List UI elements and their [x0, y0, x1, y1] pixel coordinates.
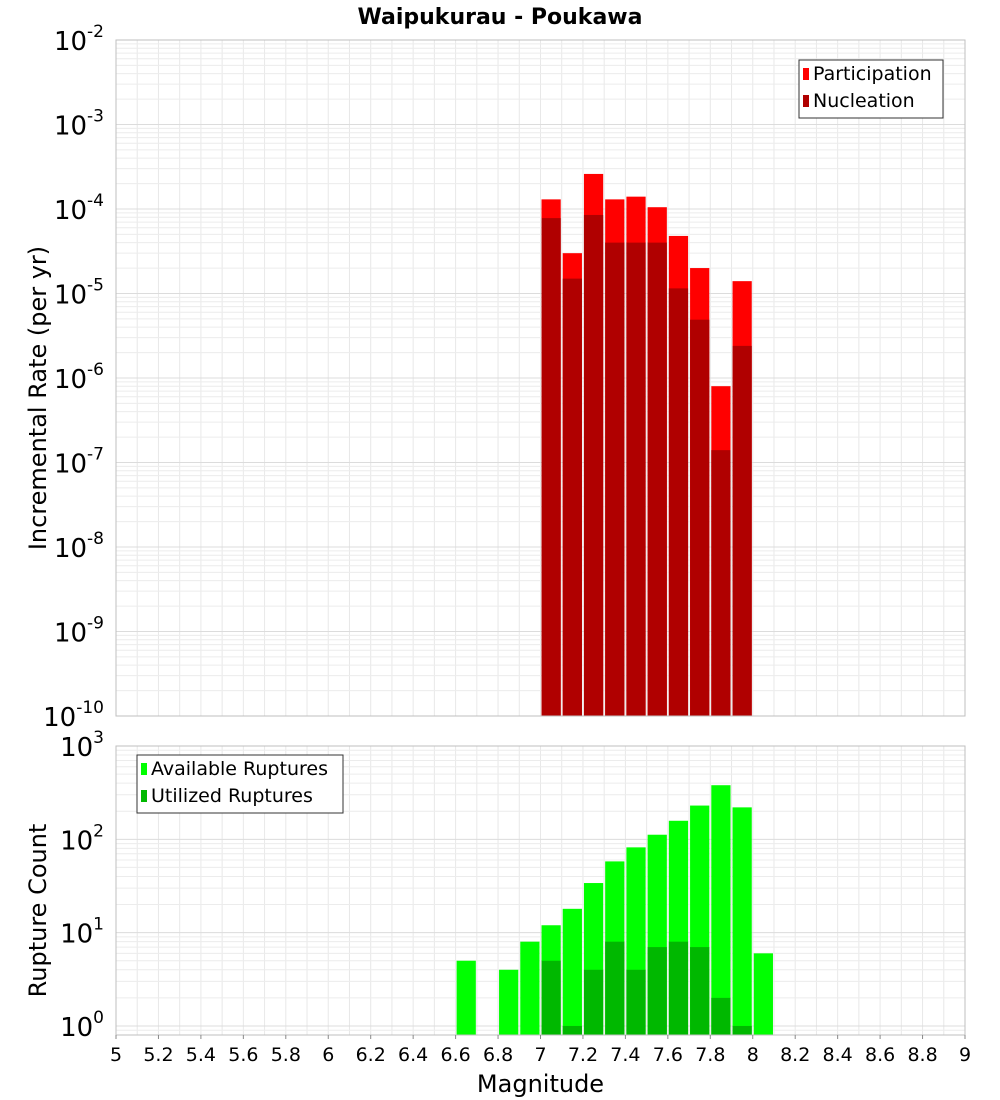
legend-label: Utilized Ruptures: [151, 785, 313, 807]
x-tick-label: 5.2: [143, 1044, 173, 1066]
legend-box: [798, 59, 944, 119]
x-tick-label: 7.6: [653, 1044, 683, 1066]
legend-swatch: [141, 763, 147, 775]
bar-nucleation: [711, 450, 731, 716]
bar-utilized-ruptures: [690, 947, 710, 1035]
x-tick-label: 7.4: [610, 1044, 640, 1066]
x-tick-label: 7.2: [568, 1044, 598, 1066]
bar-available-ruptures: [520, 941, 540, 1035]
legend-label: Available Ruptures: [151, 758, 328, 780]
x-tick-label: 8.2: [780, 1044, 810, 1066]
bar-available-ruptures: [753, 953, 773, 1035]
x-tick-label: 8.6: [865, 1044, 895, 1066]
bar-nucleation: [541, 218, 561, 716]
x-axis-label: Magnitude: [477, 1070, 604, 1098]
x-tick-label: 7: [534, 1044, 546, 1066]
y-tick-label: 10-4: [54, 191, 104, 226]
chart-title: Waipukurau - Poukawa: [358, 5, 643, 30]
x-tick-label: 7.8: [695, 1044, 725, 1066]
y-tick-label: 103: [60, 728, 104, 763]
x-tick-label: 6: [322, 1044, 334, 1066]
bar-utilized-ruptures: [711, 997, 731, 1035]
bar-available-ruptures: [562, 908, 582, 1035]
plot-border: [115, 39, 966, 717]
legend-label: Nucleation: [813, 90, 915, 112]
y-tick-label: 10-6: [54, 360, 104, 395]
legend-swatch: [141, 790, 147, 802]
bar-nucleation: [583, 214, 604, 716]
legend-swatch: [803, 95, 809, 107]
bar-nucleation: [690, 319, 710, 716]
bar-utilized-ruptures: [562, 1025, 582, 1035]
bar-nucleation: [647, 242, 667, 717]
x-tick-label: 6.6: [440, 1044, 470, 1066]
bar-nucleation: [605, 242, 625, 717]
y-tick-label: 100: [60, 1008, 104, 1043]
legend-label: Participation: [813, 63, 932, 85]
x-tick-label: 6.4: [398, 1044, 428, 1066]
y-tick-label: 10-3: [54, 107, 104, 142]
bar-utilized-ruptures: [647, 947, 667, 1035]
y-axis-label: Incremental Rate (per yr): [24, 246, 52, 550]
y-tick-label: 10-9: [54, 614, 104, 649]
bar-nucleation: [668, 288, 689, 716]
bar-available-ruptures: [711, 785, 731, 1035]
bar-available-ruptures: [732, 807, 752, 1035]
x-tick-label: 5.4: [186, 1044, 216, 1066]
x-tick-label: 8.4: [823, 1044, 853, 1066]
y-tick-label: 10-7: [54, 445, 104, 480]
bar-utilized-ruptures: [583, 969, 604, 1035]
bar-nucleation: [732, 345, 752, 716]
bar-available-ruptures: [499, 969, 519, 1035]
y-tick-label: 101: [60, 915, 104, 950]
bar-available-ruptures: [456, 960, 476, 1035]
bar-utilized-ruptures: [605, 941, 625, 1035]
bar-utilized-ruptures: [668, 941, 689, 1035]
y-tick-label: 102: [60, 821, 104, 856]
bar-utilized-ruptures: [732, 1025, 752, 1035]
x-tick-label: 5: [110, 1044, 122, 1066]
x-tick-label: 5.6: [228, 1044, 258, 1066]
x-tick-label: 9: [959, 1044, 971, 1066]
bar-nucleation: [626, 242, 646, 717]
x-tick-label: 6.2: [356, 1044, 386, 1066]
legend-box: [136, 754, 344, 814]
y-tick-label: 10-5: [54, 276, 104, 311]
y-tick-label: 10-2: [54, 22, 104, 57]
x-tick-label: 8.8: [907, 1044, 937, 1066]
x-tick-label: 8: [747, 1044, 759, 1066]
x-tick-label: 6.8: [483, 1044, 513, 1066]
bar-nucleation: [562, 278, 582, 716]
x-tick-label: 5.8: [271, 1044, 301, 1066]
y-axis-label: Rupture Count: [24, 824, 52, 998]
legend-swatch: [803, 68, 809, 80]
bar-utilized-ruptures: [541, 960, 561, 1035]
rate-panel: 10-1010-910-810-710-610-510-410-310-2Inc…: [24, 22, 966, 733]
bar-utilized-ruptures: [626, 969, 646, 1035]
y-tick-label: 10-8: [54, 529, 104, 564]
